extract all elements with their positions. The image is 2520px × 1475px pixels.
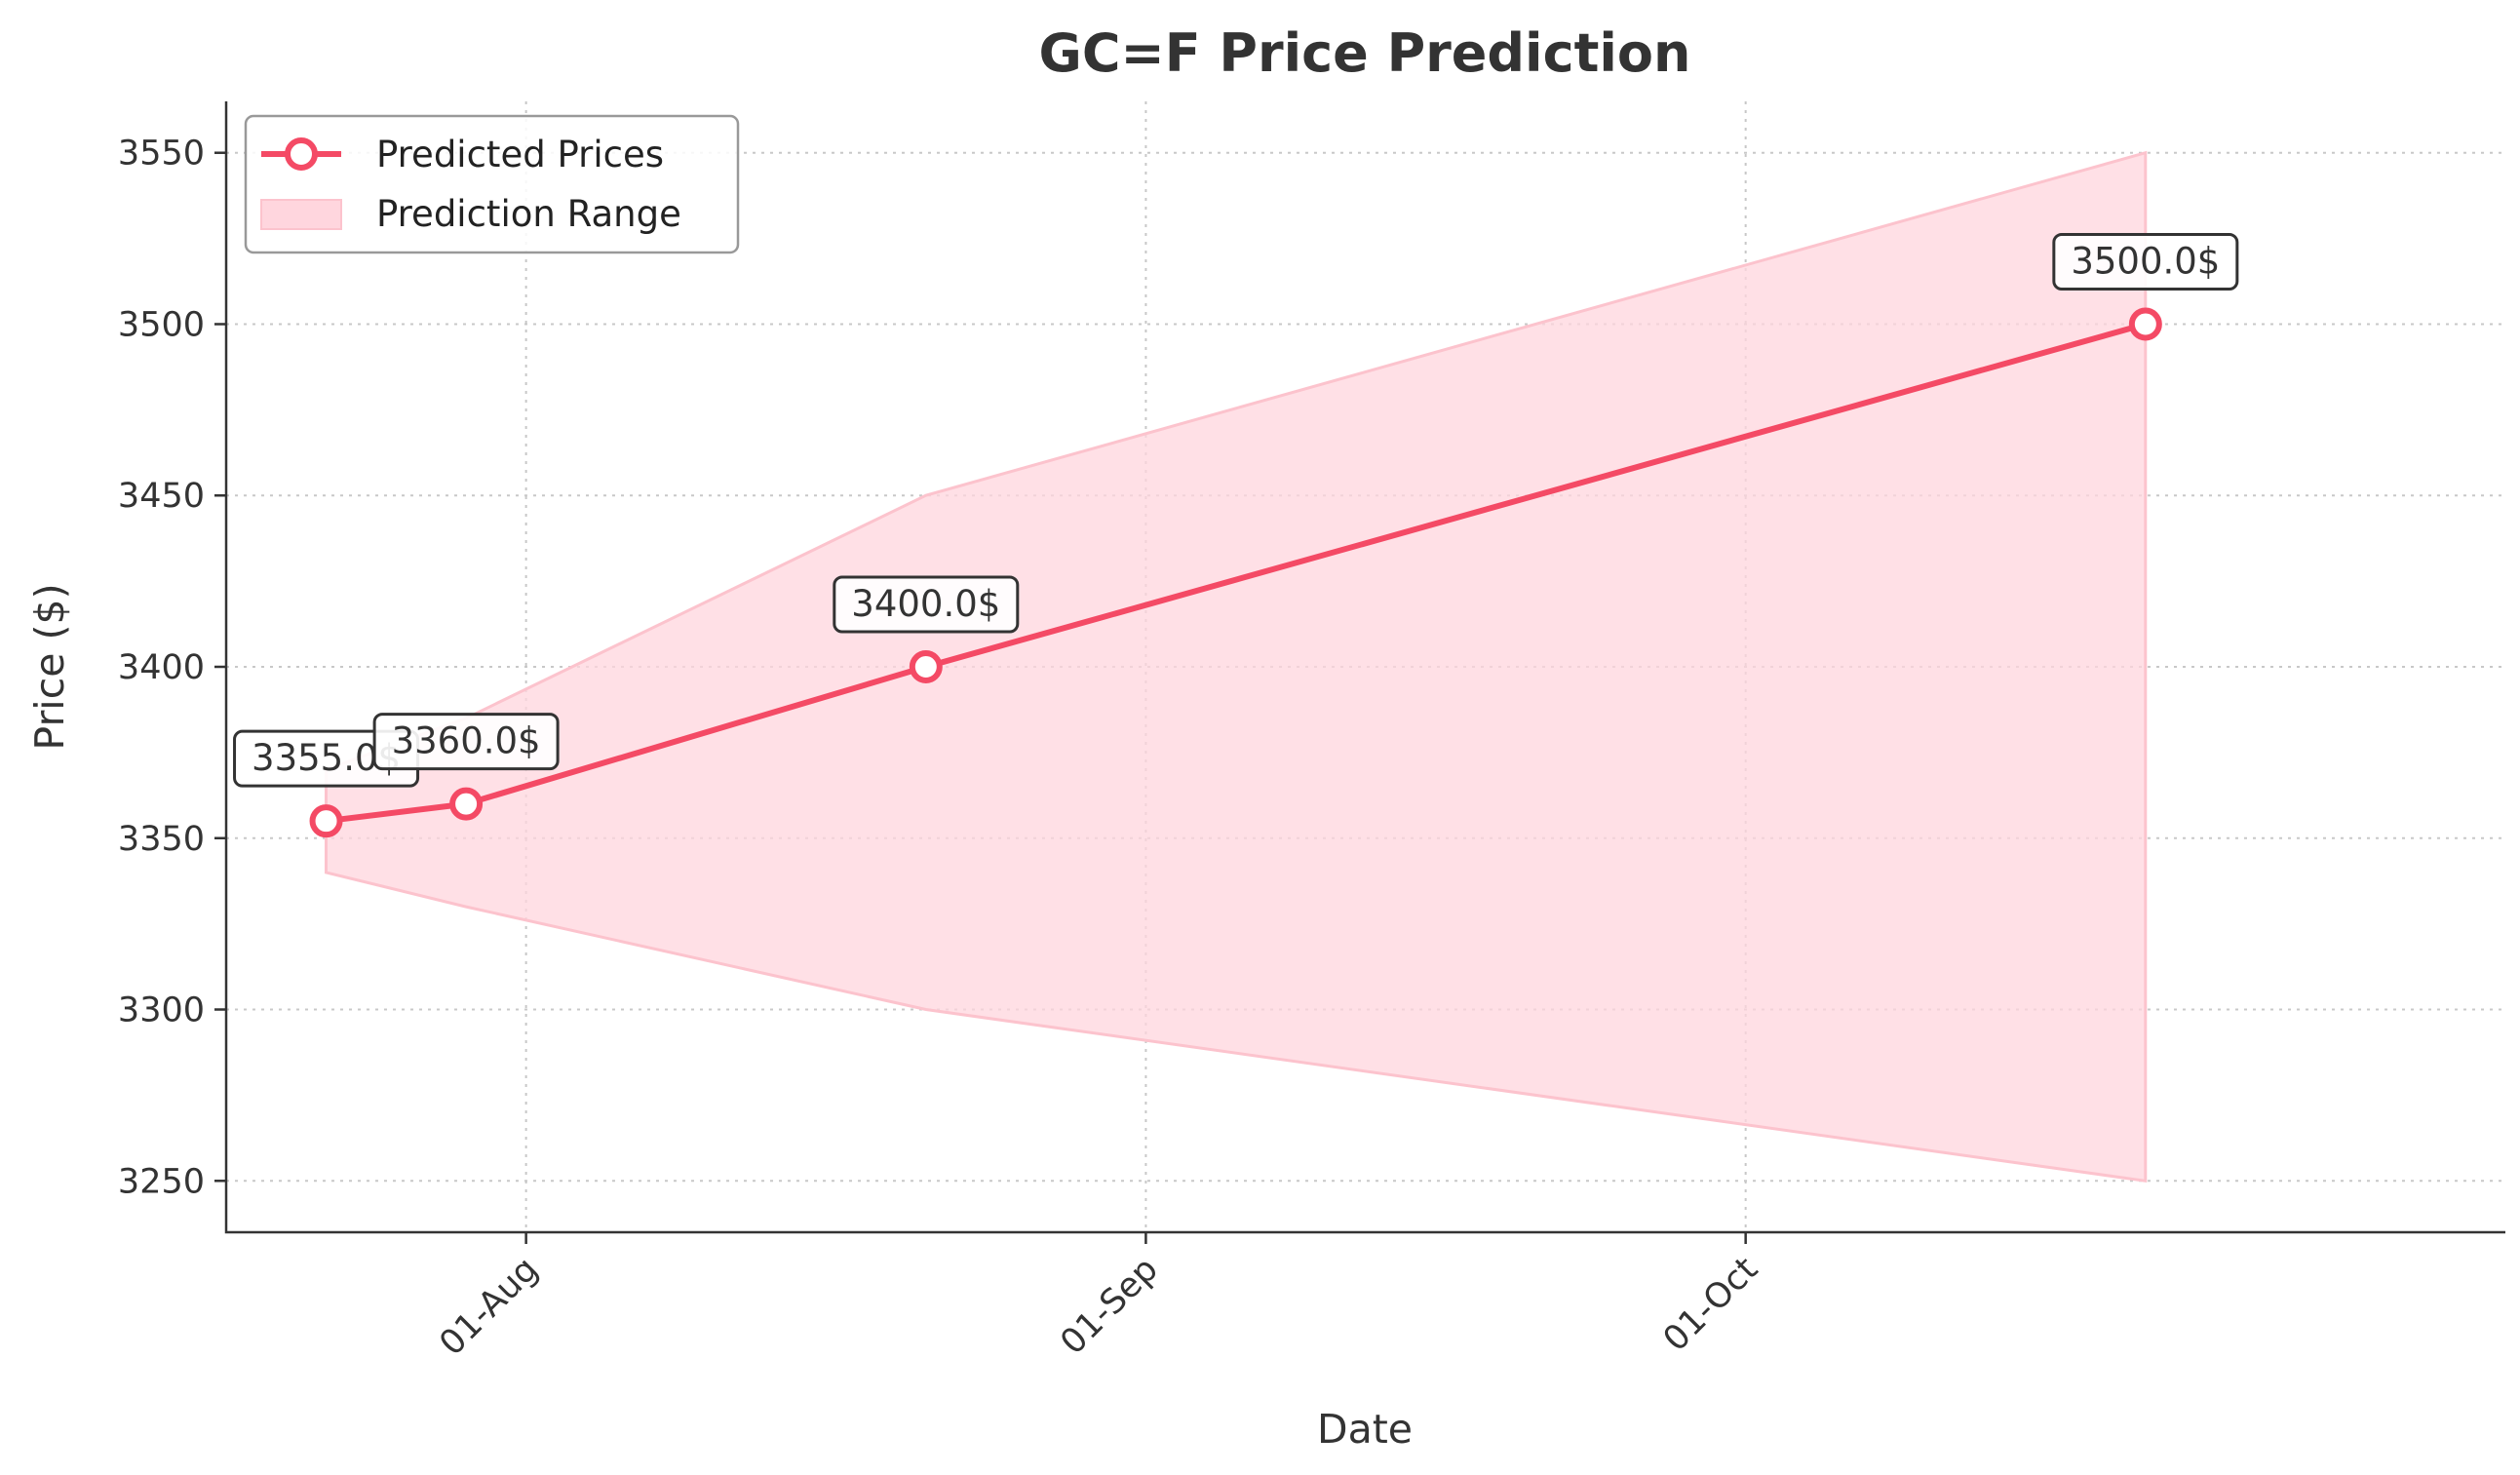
data-point-marker [449, 787, 484, 821]
data-label-annotations: 3355.0$3360.0$3400.0$3500.0$ [233, 232, 2239, 788]
x-axis-ticks: 01-Aug 01-Sep 01-Oct [432, 1232, 1765, 1364]
x-tick-label: 01-Oct [1656, 1250, 1765, 1359]
data-point-marker [2128, 307, 2162, 341]
x-tick-label: 01-Sep [1053, 1250, 1165, 1362]
legend-range-swatch [260, 199, 342, 230]
y-tick-label: 3500 [118, 305, 205, 344]
x-tick-label: 01-Aug [432, 1250, 545, 1363]
legend-entry-predicted-prices: Predicted Prices [376, 134, 664, 175]
predicted-prices-line [326, 321, 2147, 825]
y-tick-label: 3350 [118, 820, 205, 859]
y-axis-ticks: 3250 3300 3350 3400 3450 3500 3550 [118, 135, 226, 1201]
x-axis-label: Date [1317, 1406, 1413, 1453]
y-tick-label: 3450 [118, 477, 205, 516]
legend-entry-prediction-range: Prediction Range [376, 193, 681, 235]
data-label-box [372, 713, 560, 771]
data-point-marker [309, 804, 343, 838]
legend-box [244, 114, 740, 254]
y-tick-label: 3550 [118, 135, 205, 174]
legend: Predicted Prices Prediction Range [244, 114, 740, 254]
data-label-box [2052, 232, 2239, 291]
data-label: 3500.0$ [2071, 240, 2220, 282]
y-tick-label: 3300 [118, 991, 205, 1030]
data-point-marker [909, 650, 943, 683]
data-label: 3360.0$ [392, 720, 541, 762]
prediction-range-band [325, 150, 2148, 1184]
y-tick-label: 3400 [118, 648, 205, 687]
data-label-box [833, 575, 1020, 634]
predicted-prices-series [309, 307, 2162, 838]
y-tick-label: 3250 [118, 1162, 205, 1201]
data-label: 3400.0$ [851, 583, 1000, 625]
prediction-range-area [325, 150, 2148, 1184]
y-axis-label: Price ($) [26, 583, 73, 750]
chart-title: GC=F Price Prediction [1039, 22, 1691, 84]
legend-marker-swatch [285, 137, 318, 171]
